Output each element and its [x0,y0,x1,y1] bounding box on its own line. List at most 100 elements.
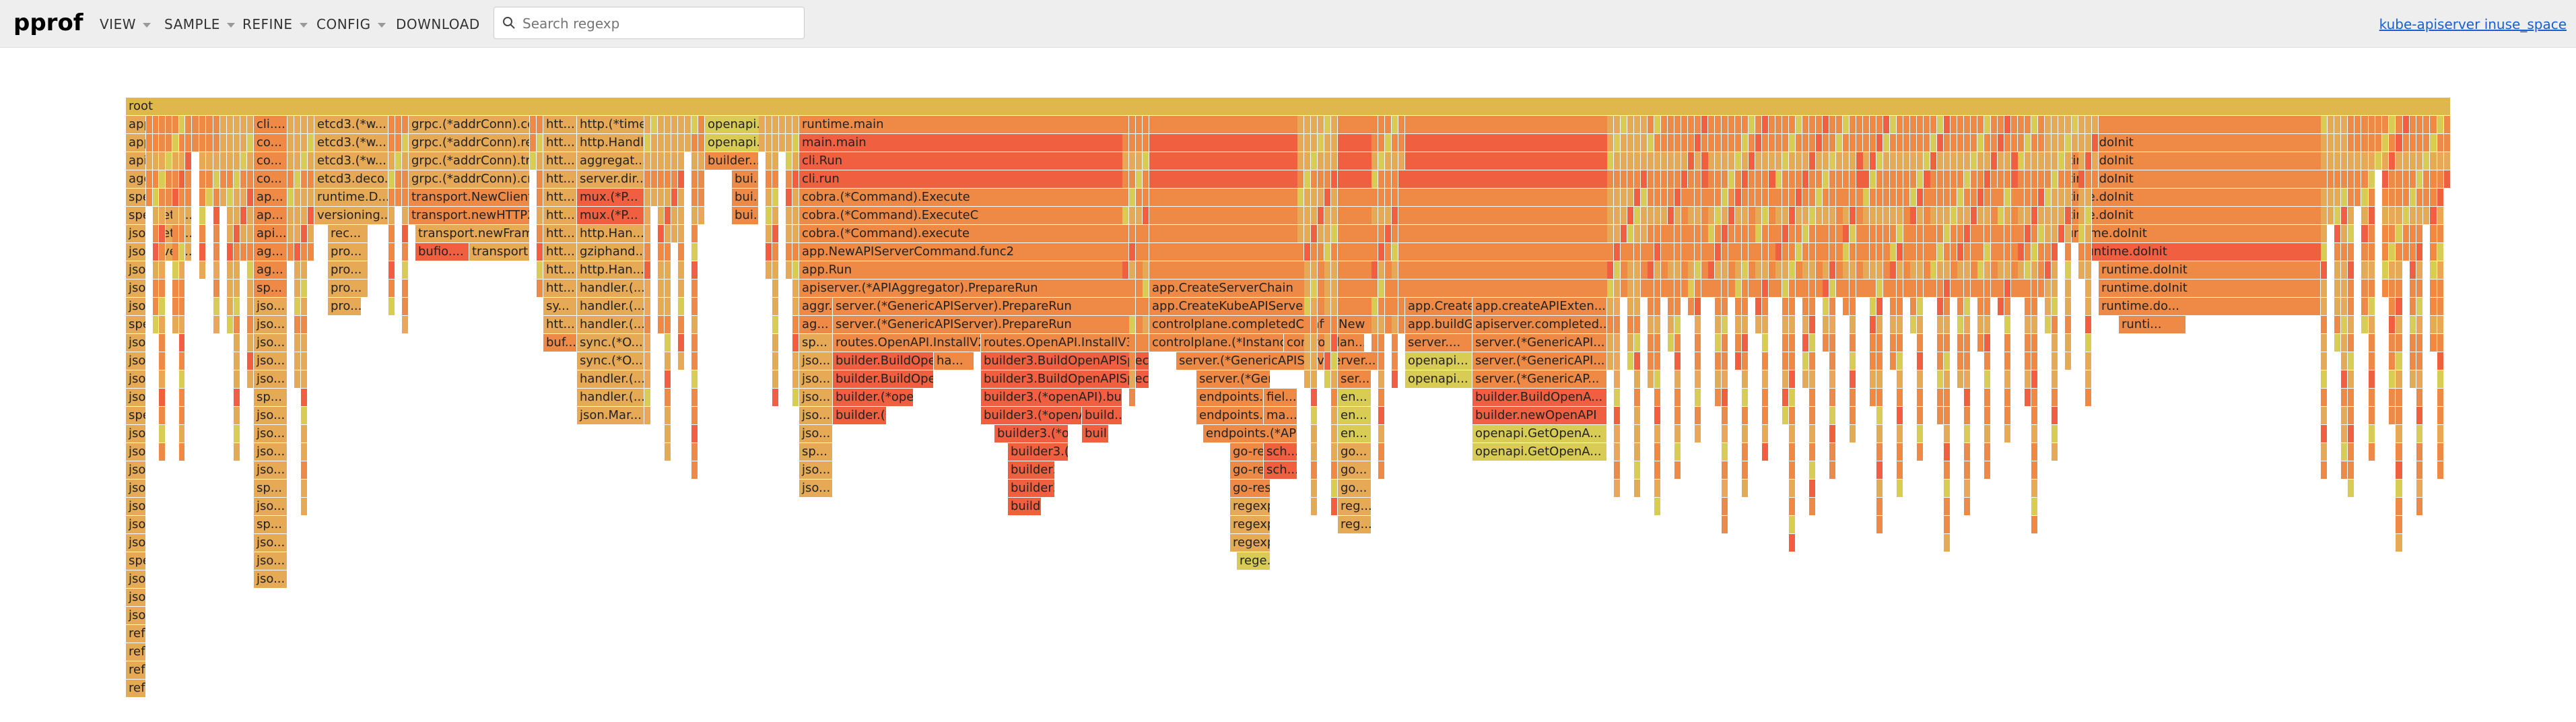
flame-frame[interactable] [185,116,192,134]
flame-frame[interactable] [1371,280,1378,298]
flame-frame[interactable] [2085,370,2092,389]
flame-frame[interactable]: apiserver.completed... [1472,316,1607,334]
flame-frame[interactable] [2078,207,2085,225]
flame-frame[interactable] [199,243,206,261]
flame-frame[interactable] [1331,134,1338,152]
flame-frame[interactable] [1823,334,1829,352]
flame-frame[interactable]: sch... [1264,461,1297,480]
flame-frame[interactable] [1742,461,1749,480]
flame-frame[interactable]: en... [1338,407,1371,425]
flame-frame[interactable] [1917,116,1924,134]
flame-frame[interactable]: builder3.BuildOpenAPISpecFro... [981,370,1149,389]
flame-frame[interactable] [1318,189,1324,207]
flame-frame[interactable] [1378,189,1385,207]
flame-frame[interactable] [1782,134,1789,152]
flame-frame[interactable] [1331,261,1338,280]
flame-frame[interactable] [1627,116,1634,134]
flame-frame[interactable] [146,170,153,189]
flame-frame[interactable] [1917,225,1924,243]
flame-frame[interactable] [172,298,179,316]
flame-frame[interactable] [1392,134,1398,152]
flame-frame[interactable] [1782,389,1789,407]
flame-frame[interactable] [1331,316,1338,334]
flame-frame[interactable] [658,225,665,243]
flame-frame[interactable] [691,389,698,407]
flame-frame[interactable] [2085,207,2092,225]
flame-frame[interactable] [1607,298,1614,316]
flame-frame[interactable] [1722,207,1728,225]
flame-frame[interactable] [1964,480,1971,498]
flame-frame[interactable] [1742,298,1749,316]
flame-frame[interactable] [1688,280,1695,298]
flame-frame[interactable] [1641,207,1648,225]
flame-frame[interactable] [691,116,698,134]
flame-frame[interactable] [772,370,779,389]
flame-frame[interactable] [1318,207,1324,225]
flame-frame[interactable] [651,134,658,152]
flame-frame[interactable] [2341,152,2348,170]
flame-frame[interactable] [665,170,671,189]
flame-frame[interactable] [1634,116,1641,134]
flame-frame[interactable] [1876,443,1883,461]
flame-frame[interactable] [772,280,779,298]
flame-frame[interactable] [2031,480,2038,498]
flame-frame[interactable] [1998,134,2004,152]
flame-frame[interactable] [1863,207,1870,225]
flame-frame[interactable] [2348,170,2355,189]
flame-frame[interactable] [1695,389,1701,407]
flame-frame[interactable] [792,389,799,407]
flame-frame[interactable] [1634,443,1641,461]
flame-frame[interactable] [1944,280,1951,298]
flame-frame[interactable] [308,243,314,261]
flame-frame[interactable] [1917,334,1924,352]
flame-frame[interactable] [1823,116,1829,134]
flame-frame[interactable] [2423,116,2431,134]
flame-frame[interactable] [1870,170,1876,189]
flame-frame[interactable] [1648,370,1654,389]
flame-frame[interactable]: builder.BuildOpen... [833,370,934,389]
flame-frame[interactable] [1648,170,1654,189]
flame-frame[interactable] [1984,243,1991,261]
flame-frame[interactable]: spec... [126,207,146,225]
flame-frame[interactable] [227,152,234,170]
flame-frame[interactable] [1944,461,1951,480]
flame-frame[interactable]: controlplane.(*Instance).InstallA... [1149,334,1284,352]
flame-frame[interactable] [1951,225,1957,243]
flame-frame[interactable] [537,280,543,298]
flame-frame[interactable] [1789,225,1796,243]
flame-frame[interactable]: grpc.(*addrConn).cre... [409,170,530,189]
flame-frame[interactable] [402,243,409,261]
flame-frame[interactable] [2092,134,2099,152]
flame-frame[interactable] [2052,243,2058,261]
flame-frame[interactable] [644,225,651,243]
flame-frame[interactable] [766,152,772,170]
flame-frame[interactable] [2334,225,2341,243]
flame-frame[interactable] [178,189,186,207]
flame-frame[interactable] [1870,370,1876,389]
flame-frame[interactable]: runtime.doInit [2058,225,2328,243]
flame-frame[interactable] [1944,389,1951,407]
flame-frame[interactable] [2368,298,2375,316]
flame-frame[interactable] [2025,189,2031,207]
flame-frame[interactable] [2382,280,2389,298]
flame-frame[interactable] [2052,334,2058,352]
flame-frame[interactable] [192,134,199,152]
flame-frame[interactable] [1654,352,1661,370]
flame-frame[interactable] [1728,189,1735,207]
flame-frame[interactable]: co... [254,170,287,189]
flame-frame[interactable] [2065,243,2072,261]
flame-frame[interactable] [1930,280,1937,298]
flame-frame[interactable] [1977,225,1984,243]
flame-frame[interactable]: routes.OpenAPI.InstallV2 [833,334,981,352]
flame-frame[interactable] [1823,134,1829,152]
flame-frame[interactable] [2354,134,2362,152]
flame-frame[interactable] [2065,207,2072,225]
flame-frame[interactable] [2402,225,2410,243]
flame-frame[interactable] [2321,261,2328,280]
flame-frame[interactable] [1802,152,1809,170]
flame-frame[interactable] [2321,243,2328,261]
flame-frame[interactable] [1937,298,1944,316]
flame-frame[interactable] [294,152,301,170]
flame-frame[interactable]: sy... [543,298,577,316]
flame-frame[interactable] [2437,461,2444,480]
